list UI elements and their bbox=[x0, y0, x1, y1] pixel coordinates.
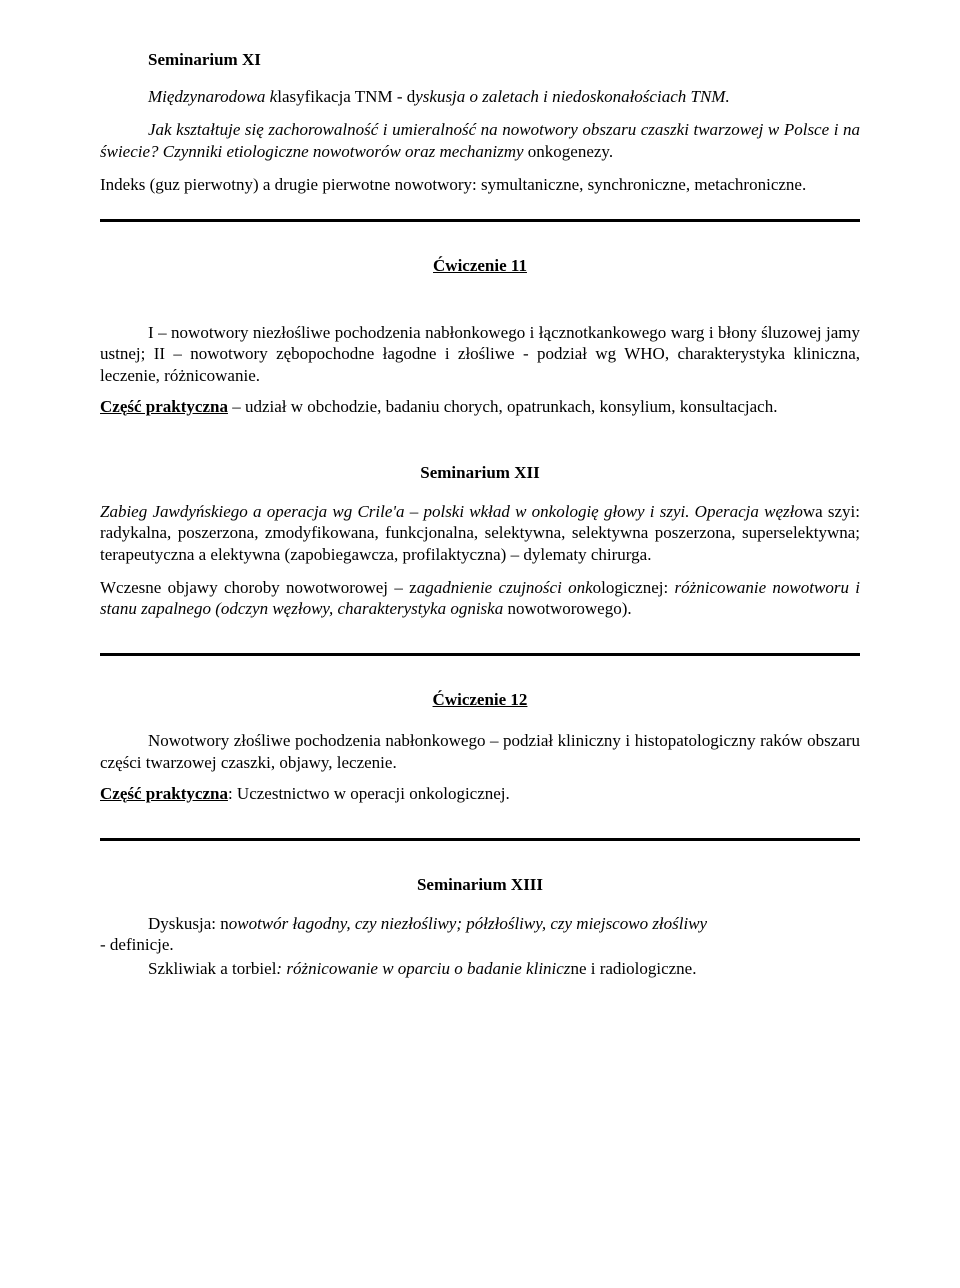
text: Międzynarodowa k bbox=[148, 87, 277, 106]
practical-label: Część praktyczna bbox=[100, 784, 228, 803]
seminar-xi-para2: Jak kształtuje się zachorowalność i umie… bbox=[100, 119, 860, 162]
seminar-xiii: Seminarium XIII Dyskusja: nowotwór łagod… bbox=[100, 875, 860, 979]
exercise-11-para1: I – nowotwory niezłośliwe pochodzenia na… bbox=[100, 322, 860, 386]
text: agadnienie czujności onk bbox=[417, 578, 593, 597]
text: ologicznej: bbox=[593, 578, 675, 597]
seminar-xi-title: Seminarium XI bbox=[100, 50, 860, 70]
seminar-xii-para2: Wczesne objawy choroby nowotworowej – za… bbox=[100, 577, 860, 620]
text: Dyskusja: n bbox=[148, 914, 229, 933]
seminar-xi-para3: Indeks (guz pierwotny) a drugie pierwotn… bbox=[100, 174, 860, 195]
seminar-xi-para1: Międzynarodowa klasyfikacja TNM - dyskus… bbox=[100, 86, 860, 107]
text: - definicje. bbox=[100, 935, 174, 954]
text: : Uczestnictwo w operacji onkologicznej. bbox=[228, 784, 510, 803]
text: – udział w obchodzie, badaniu chorych, o… bbox=[228, 397, 778, 416]
divider bbox=[100, 653, 860, 656]
seminar-xii-title: Seminarium XII bbox=[100, 463, 860, 483]
seminar-xiii-para1: Dyskusja: nowotwór łagodny, czy niezłośl… bbox=[100, 913, 860, 956]
seminar-xiii-para2: Szkliwiak a torbiel: różnicowanie w opar… bbox=[100, 958, 860, 979]
exercise-12-para2: Część praktyczna: Uczestnictwo w operacj… bbox=[100, 783, 860, 804]
seminar-xii: Seminarium XII Zabieg Jawdyńskiego a ope… bbox=[100, 463, 860, 619]
text: Wczesne objawy choroby nowotworowej – z bbox=[100, 578, 417, 597]
text: : różnicowanie w oparciu o badanie klini… bbox=[276, 959, 570, 978]
text: owotwór łagodny, czy niezłośliwy; półzło… bbox=[229, 914, 707, 933]
text: ne i radiologiczne. bbox=[570, 959, 696, 978]
text: yskusja o zaletach i niedoskonałościach … bbox=[415, 87, 729, 106]
practical-label: Część praktyczna bbox=[100, 397, 228, 416]
seminar-xi: Seminarium XI Międzynarodowa klasyfikacj… bbox=[100, 50, 860, 195]
text: Jak kształtuje się zachorowalność i umie… bbox=[100, 120, 860, 160]
divider bbox=[100, 838, 860, 841]
seminar-xii-para1: Zabieg Jawdyńskiego a operacja wg Crile'… bbox=[100, 501, 860, 565]
exercise-12: Ćwiczenie 12 Nowotwory złośliwe pochodze… bbox=[100, 690, 860, 804]
text: Szkliwiak a torbiel bbox=[148, 959, 276, 978]
exercise-11-para2: Część praktyczna – udział w obchodzie, b… bbox=[100, 396, 860, 417]
divider bbox=[100, 219, 860, 222]
text: onkogenezy. bbox=[528, 142, 613, 161]
exercise-11: Ćwiczenie 11 I – nowotwory niezłośliwe p… bbox=[100, 256, 860, 417]
seminar-xiii-title: Seminarium XIII bbox=[100, 875, 860, 895]
exercise-12-para1: Nowotwory złośliwe pochodzenia nabłonkow… bbox=[100, 730, 860, 773]
text: nowotworowego). bbox=[507, 599, 631, 618]
exercise-12-title: Ćwiczenie 12 bbox=[100, 690, 860, 710]
text: Zabieg Jawdyńskiego a operacja wg Crile'… bbox=[100, 502, 803, 521]
text: lasyfikacja TNM - d bbox=[277, 87, 415, 106]
exercise-11-title: Ćwiczenie 11 bbox=[100, 256, 860, 276]
